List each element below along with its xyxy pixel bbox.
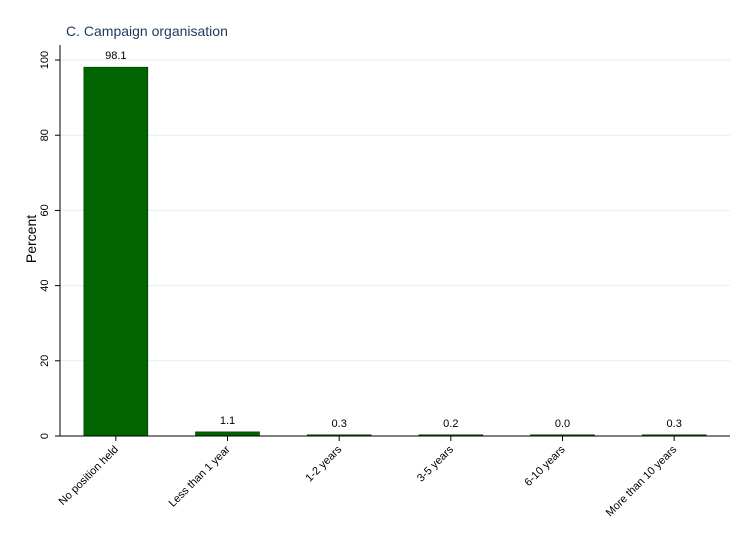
x-tick-label: Less than 1 year: [167, 443, 233, 509]
bars-group: 98.1 1.1 0.3 0.2 0.0 0.3: [83, 50, 707, 437]
data-label: 0.3: [332, 418, 347, 430]
x-tick-label: No position held: [57, 444, 121, 508]
x-tick-label: 3-5 years: [415, 443, 456, 484]
y-tick-label: 40: [39, 279, 51, 291]
bar: [195, 431, 260, 437]
data-label: 0.0: [555, 418, 570, 430]
chart-title: C. Campaign organisation: [66, 23, 228, 39]
x-tick-label: More than 10 years: [604, 443, 680, 519]
y-tick-label: 20: [39, 355, 51, 367]
x-tick-label: 6-10 years: [522, 443, 568, 489]
grid-lines: [60, 59, 730, 362]
data-label: 1.1: [220, 415, 235, 427]
data-label: 0.2: [443, 418, 458, 430]
y-tick-label: 100: [39, 51, 51, 69]
bar: [83, 66, 149, 437]
y-tick-label: 60: [39, 204, 51, 216]
y-axis-label: Percent: [23, 215, 39, 263]
x-axis-ticks: No position held Less than 1 year 1-2 year…: [57, 436, 680, 519]
x-tick-label: 1-2 years: [303, 443, 344, 484]
y-tick-label: 80: [39, 129, 51, 141]
data-label: 98.1: [105, 50, 126, 62]
data-label: 0.3: [667, 418, 682, 430]
y-axis-ticks: 0 20 40 60 80 100: [39, 51, 60, 439]
y-tick-label: 0: [39, 433, 51, 439]
